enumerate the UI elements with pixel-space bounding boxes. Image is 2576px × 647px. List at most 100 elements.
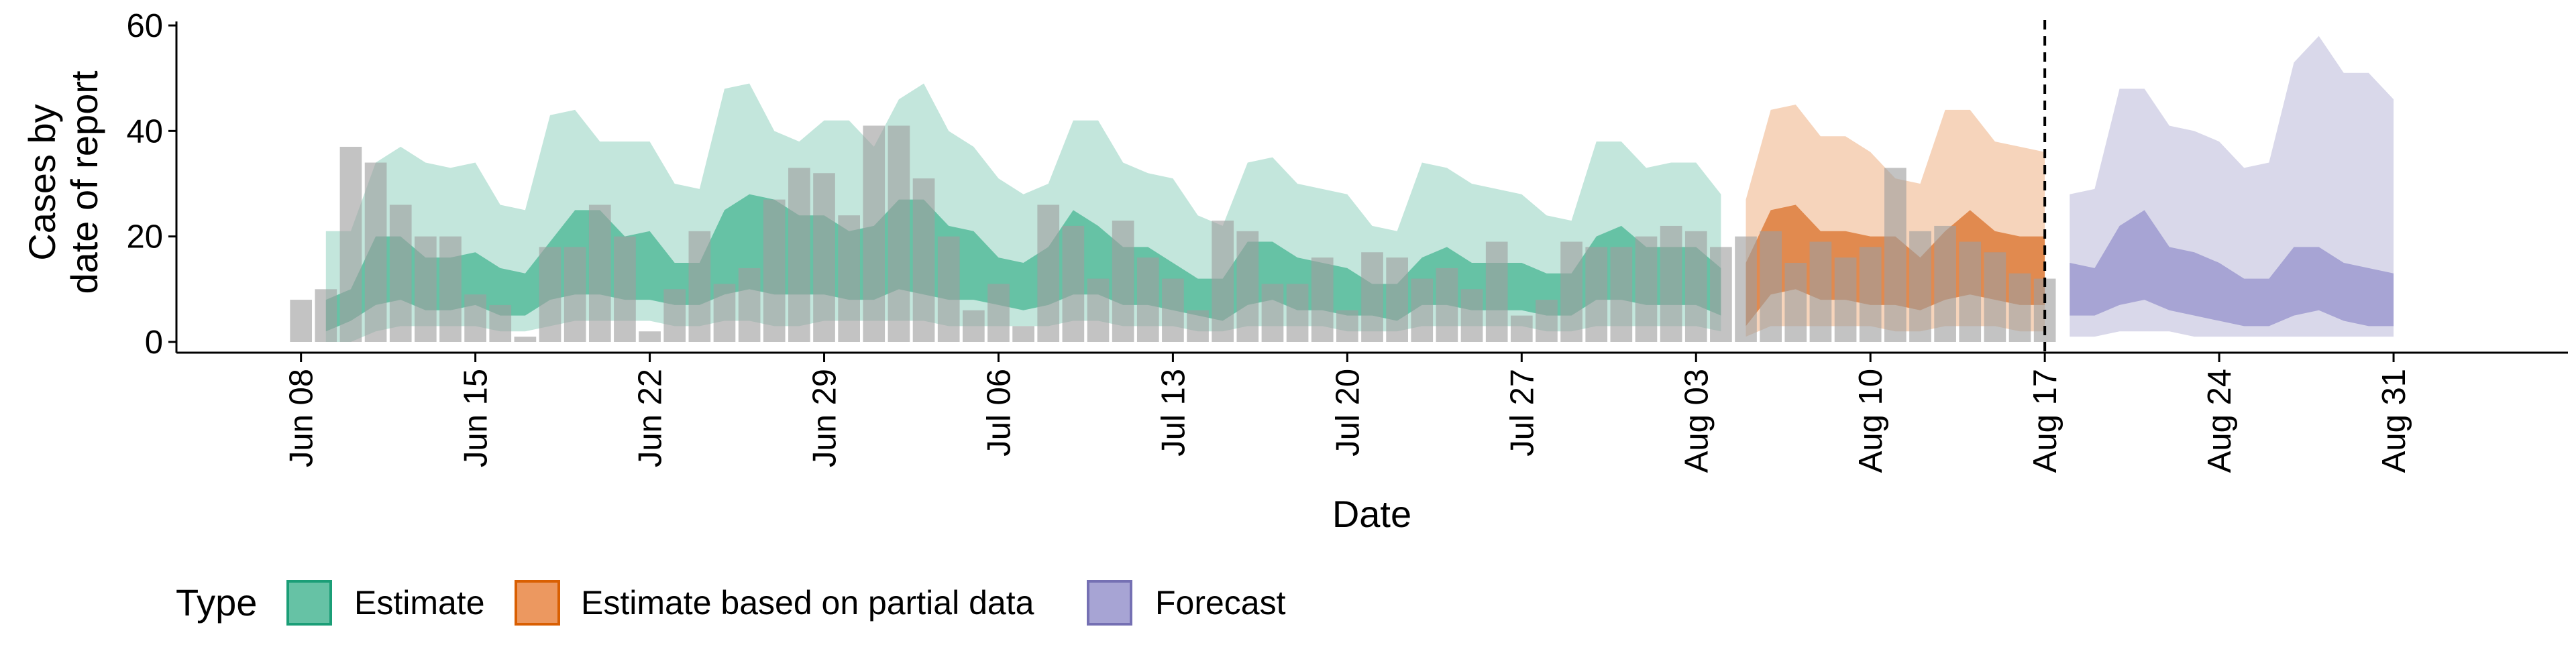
y-tick-label: 40 [126, 113, 163, 150]
x-tick-label: Aug 03 [1678, 369, 1715, 473]
case-bar [514, 337, 537, 342]
y-tick-label: 20 [126, 219, 163, 255]
case-bar [888, 125, 910, 342]
case-bar [713, 284, 736, 342]
case-bar [1261, 284, 1284, 342]
x-tick-label: Jul 13 [1155, 369, 1191, 457]
y-tick-label: 0 [145, 325, 163, 361]
case-bar [1485, 241, 1508, 342]
case-bar [415, 236, 437, 342]
case-bar [763, 199, 786, 342]
case-bar [1909, 231, 1931, 342]
x-tick-label: Aug 24 [2202, 369, 2238, 473]
case-bar [1735, 236, 1757, 342]
case-bar [1585, 247, 1608, 342]
case-bar [1635, 236, 1658, 342]
x-tick-label: Jul 27 [1504, 369, 1540, 457]
legend-title: Type [176, 581, 257, 624]
x-tick-label: Jun 15 [458, 369, 494, 467]
case-bar [564, 247, 586, 342]
case-bar [290, 300, 313, 342]
case-bar [539, 247, 561, 342]
x-tick-label: Aug 17 [2027, 369, 2063, 473]
case-bar [912, 178, 935, 342]
case-bar [464, 294, 486, 342]
case-bar [339, 146, 362, 342]
case-bar [1236, 231, 1259, 342]
case-bar [1959, 241, 1982, 342]
case-bar [1162, 278, 1184, 342]
x-tick-label: Jun 22 [633, 369, 669, 467]
case-bar [813, 173, 835, 342]
case-bar [315, 289, 337, 342]
legend: Type Estimate Estimate based on partial … [176, 580, 1286, 626]
case-bar [738, 268, 761, 342]
case-bar [1859, 247, 1882, 342]
x-tick-label: Aug 31 [2376, 369, 2412, 473]
legend-key-forecast [1087, 580, 1132, 626]
case-bar [1809, 241, 1832, 342]
case-bar [1536, 300, 1558, 342]
legend-key-partial [515, 580, 560, 626]
case-bar [863, 125, 885, 342]
case-bar [1286, 284, 1309, 342]
x-tick-label: Aug 10 [1853, 369, 1889, 473]
legend-key-estimate [286, 580, 332, 626]
case-bar [962, 310, 985, 342]
case-bar [1710, 247, 1732, 342]
x-tick-label: Jul 06 [981, 369, 1017, 457]
x-tick-label: Jul 20 [1330, 369, 1366, 457]
case-bar [688, 231, 711, 342]
case-bar [439, 236, 462, 342]
case-bar [1311, 257, 1334, 342]
x-ticks: Jun 08 Jun 15 Jun 22 Jun 29 Jul 06 Jul 13 Jul … [284, 353, 2412, 473]
case-bar [1087, 278, 1110, 342]
case-bar [1136, 257, 1159, 342]
case-bar [1187, 310, 1209, 342]
case-bar [2008, 273, 2031, 342]
y-axis-title-line-1: Cases by [21, 104, 63, 260]
case-bar [389, 204, 412, 342]
case-bar [1834, 257, 1857, 342]
case-bar [1460, 289, 1483, 342]
case-bar [1336, 310, 1358, 342]
case-bar [1760, 231, 1782, 342]
case-bar [614, 236, 636, 342]
case-bar [987, 284, 1010, 342]
case-bar [1510, 315, 1533, 342]
case-bar [1884, 168, 1907, 342]
case-bar [1560, 241, 1582, 342]
x-axis-title: Date [1332, 493, 1411, 535]
ribbon-layer [325, 36, 2394, 343]
case-bar [1934, 225, 1956, 342]
y-axis-title-line-2: date of report [63, 70, 105, 294]
x-tick-label: Jun 29 [807, 369, 843, 467]
case-bar [1012, 326, 1034, 342]
case-bar [1386, 257, 1408, 342]
case-bar [364, 162, 387, 343]
case-bar [489, 304, 512, 342]
legend-label-forecast: Forecast [1155, 584, 1286, 622]
case-bar [663, 289, 686, 342]
y-ticks: 0 20 40 60 [126, 8, 176, 361]
axes [175, 21, 2568, 354]
case-bar [1062, 225, 1085, 342]
case-bar [1610, 247, 1633, 342]
case-bar [1660, 225, 1682, 342]
case-bar [788, 168, 810, 342]
case-bar [588, 204, 611, 342]
forecast-inner-band [2070, 210, 2394, 327]
case-bar [1984, 252, 2006, 342]
x-tick-label: Jun 08 [284, 369, 320, 467]
case-bar [1436, 268, 1458, 342]
case-bar [1784, 263, 1807, 342]
bar-layer [290, 125, 2056, 343]
case-bar [639, 331, 661, 342]
case-bar [1684, 231, 1707, 342]
legend-label-partial: Estimate based on partial data [581, 584, 1034, 622]
y-tick-label: 60 [126, 8, 163, 44]
case-bar [838, 215, 860, 342]
case-bar [1212, 221, 1234, 342]
